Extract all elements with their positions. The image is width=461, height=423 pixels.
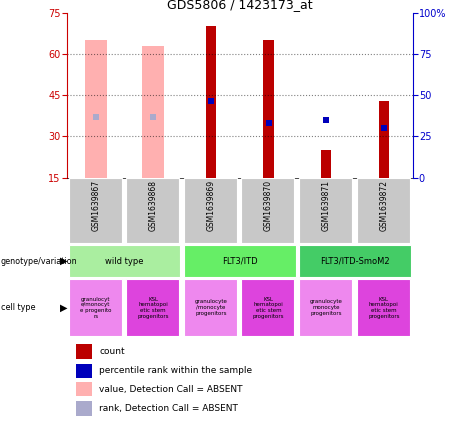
Bar — [76, 382, 92, 396]
Bar — [357, 178, 410, 243]
Bar — [321, 150, 331, 178]
Bar — [299, 178, 352, 243]
Bar — [69, 245, 180, 277]
Bar — [126, 178, 179, 243]
Bar — [76, 401, 92, 416]
Bar — [206, 27, 216, 178]
Bar — [142, 46, 164, 178]
Text: GSM1639868: GSM1639868 — [149, 180, 158, 231]
Bar — [378, 101, 389, 178]
Bar — [299, 279, 352, 336]
Text: percentile rank within the sample: percentile rank within the sample — [99, 366, 252, 376]
Text: granulocyte
/monocyte
progenitors: granulocyte /monocyte progenitors — [195, 299, 227, 316]
Text: KSL
hematopoi
etic stem
progenitors: KSL hematopoi etic stem progenitors — [137, 297, 169, 319]
Text: KSL
hematopoi
etic stem
progenitors: KSL hematopoi etic stem progenitors — [253, 297, 284, 319]
Text: FLT3/ITD-SmoM2: FLT3/ITD-SmoM2 — [320, 257, 390, 266]
Text: ▶: ▶ — [60, 256, 67, 266]
Text: KSL
hematopoi
etic stem
progenitors: KSL hematopoi etic stem progenitors — [368, 297, 400, 319]
Bar — [126, 279, 179, 336]
Text: granulocyte
monocyte
progenitors: granulocyte monocyte progenitors — [310, 299, 343, 316]
Text: GSM1639872: GSM1639872 — [379, 180, 388, 231]
Text: value, Detection Call = ABSENT: value, Detection Call = ABSENT — [99, 385, 242, 393]
Bar — [184, 178, 237, 243]
Bar — [242, 279, 295, 336]
Bar — [299, 245, 411, 277]
Bar — [357, 279, 410, 336]
Text: rank, Detection Call = ABSENT: rank, Detection Call = ABSENT — [99, 404, 238, 413]
Point — [207, 97, 214, 104]
Bar — [263, 40, 274, 178]
Bar — [69, 279, 122, 336]
Title: GDS5806 / 1423173_at: GDS5806 / 1423173_at — [167, 0, 313, 11]
Point — [380, 125, 387, 132]
Text: count: count — [99, 346, 125, 356]
Bar — [184, 279, 237, 336]
Bar — [184, 245, 296, 277]
Text: GSM1639867: GSM1639867 — [91, 180, 100, 231]
Point — [92, 114, 99, 121]
Point — [265, 119, 272, 126]
Bar — [69, 178, 122, 243]
Text: genotype/variation: genotype/variation — [1, 257, 77, 266]
Point — [322, 116, 330, 124]
Bar — [76, 363, 92, 378]
Text: cell type: cell type — [1, 303, 35, 312]
Text: GSM1639870: GSM1639870 — [264, 180, 273, 231]
Text: FLT3/ITD: FLT3/ITD — [222, 257, 258, 266]
Text: GSM1639869: GSM1639869 — [207, 180, 215, 231]
Bar — [76, 344, 92, 359]
Text: wild type: wild type — [105, 257, 144, 266]
Point — [149, 114, 157, 121]
Text: GSM1639871: GSM1639871 — [322, 180, 331, 231]
Text: ▶: ▶ — [60, 303, 67, 313]
Text: granulocyt
e/monocyt
e progenito
rs: granulocyt e/monocyt e progenito rs — [80, 297, 112, 319]
Bar — [242, 178, 295, 243]
Bar — [85, 40, 106, 178]
